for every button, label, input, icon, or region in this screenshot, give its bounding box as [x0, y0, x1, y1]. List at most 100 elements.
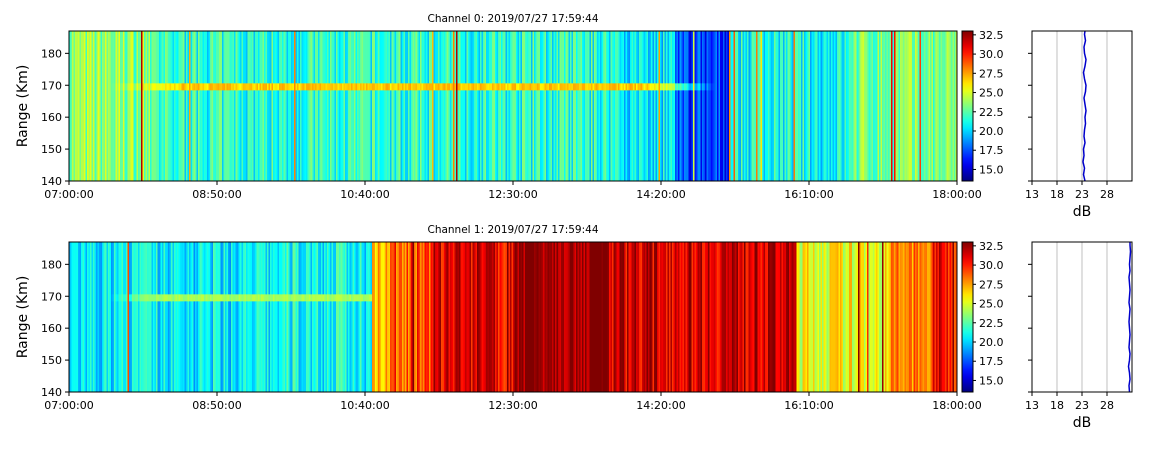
- echo-layer-cell: [246, 294, 248, 302]
- heatmap-column: [121, 242, 124, 392]
- echo-layer-cell: [532, 83, 535, 91]
- heatmap-column: [282, 31, 284, 181]
- heatmap-column: [546, 31, 548, 181]
- echo-layer-cell: [397, 294, 400, 302]
- heatmap-column: [544, 31, 547, 181]
- echo-layer-cell: [255, 83, 257, 91]
- echo-layer-cell: [208, 83, 211, 91]
- heatmap-column: [265, 242, 268, 392]
- heatmap-column: [385, 242, 388, 392]
- heatmap-column: [669, 31, 671, 181]
- heatmap-column: [76, 31, 79, 181]
- heatmap-column: [700, 31, 703, 181]
- echo-layer-cell: [648, 83, 650, 91]
- heatmap-column: [537, 242, 539, 392]
- echo-layer-cell: [270, 83, 272, 91]
- heatmap-column: [522, 242, 524, 392]
- echo-layer-cell: [444, 83, 446, 91]
- heatmap-column: [319, 31, 322, 181]
- heatmap-column: [102, 31, 104, 181]
- heatmap-column: [726, 242, 728, 392]
- heatmap-column: [544, 242, 547, 392]
- heatmap-column: [847, 242, 850, 392]
- echo-layer-cell: [460, 294, 463, 302]
- heatmap-column: [928, 31, 931, 181]
- echo-layer-cell: [406, 294, 409, 302]
- echo-layer-cell: [393, 294, 395, 302]
- echo-layer-cell: [628, 83, 631, 91]
- heatmap-column: [841, 242, 844, 392]
- echo-layer-cell: [355, 294, 358, 302]
- heatmap-column: [100, 31, 103, 181]
- heatmap-column: [402, 242, 404, 392]
- heatmap-column: [847, 31, 850, 181]
- heatmap-column: [117, 242, 119, 392]
- echo-layer-cell: [502, 294, 505, 302]
- heatmap-column: [739, 242, 742, 392]
- echo-layer-cell: [658, 83, 661, 91]
- heatmap-column: [553, 242, 556, 392]
- echo-layer-cell: [694, 83, 697, 91]
- heatmap-column: [535, 242, 538, 392]
- heatmap-column: [399, 242, 401, 392]
- echo-layer-cell: [216, 83, 218, 91]
- heatmap-column: [291, 242, 293, 392]
- echo-layer-cell: [709, 83, 712, 91]
- heatmap-column: [826, 31, 829, 181]
- heatmap-column: [166, 31, 169, 181]
- heatmap-column: [165, 31, 167, 181]
- heatmap-column: [729, 242, 731, 392]
- heatmap-column: [316, 31, 319, 181]
- heatmap-column: [915, 31, 917, 181]
- heatmap-column: [390, 242, 392, 392]
- heatmap-column: [721, 31, 724, 181]
- heatmap-column: [594, 31, 596, 181]
- heatmap-column: [858, 31, 860, 181]
- heatmap-column: [927, 242, 929, 392]
- echo-layer-cell: [325, 294, 328, 302]
- echo-layer-cell: [187, 83, 190, 91]
- echo-layer-cell: [433, 294, 436, 302]
- echo-layer-cell: [168, 83, 170, 91]
- echo-layer-cell: [259, 83, 262, 91]
- heatmap-column: [552, 31, 554, 181]
- echo-layer-cell: [355, 83, 358, 91]
- heatmap-column: [585, 31, 587, 181]
- heatmap-column: [537, 31, 539, 181]
- heatmap-column: [753, 31, 755, 181]
- heatmap-column: [943, 31, 946, 181]
- echo-layer-cell: [126, 294, 128, 302]
- echo-layer-cell: [514, 83, 517, 91]
- heatmap-column: [649, 242, 652, 392]
- echo-layer-cell: [207, 294, 209, 302]
- echo-layer-cell: [385, 294, 388, 302]
- echo-layer-cell: [340, 294, 343, 302]
- echo-layer-cell: [699, 83, 701, 91]
- heatmap-column: [877, 242, 880, 392]
- echo-layer-cell: [654, 83, 656, 91]
- heatmap-column: [556, 242, 559, 392]
- heatmap-column: [630, 242, 632, 392]
- echo-layer-cell: [133, 83, 136, 91]
- echo-layer-cell: [511, 294, 514, 302]
- chart-title: Channel 0: 2019/07/27 17:59:44: [427, 13, 598, 25]
- echo-layer-cell: [120, 83, 122, 91]
- echo-layer-cell: [369, 294, 371, 302]
- heatmap-column: [538, 31, 541, 181]
- heatmap-column: [238, 242, 241, 392]
- heatmap-column: [745, 31, 748, 181]
- heatmap-column: [954, 242, 956, 392]
- heatmap-column: [174, 242, 176, 392]
- echo-layer-cell: [406, 83, 409, 91]
- heatmap-column: [751, 31, 754, 181]
- echo-layer-cell: [127, 294, 130, 302]
- echo-layer-cell: [193, 83, 196, 91]
- heatmap-column: [540, 31, 542, 181]
- heatmap-column: [742, 31, 745, 181]
- heatmap-column: [468, 242, 470, 392]
- heatmap-column: [778, 242, 781, 392]
- heatmap-column: [327, 31, 329, 181]
- echo-layer-cell: [619, 83, 622, 91]
- echo-layer-cell: [451, 294, 454, 302]
- heatmap-column: [264, 242, 266, 392]
